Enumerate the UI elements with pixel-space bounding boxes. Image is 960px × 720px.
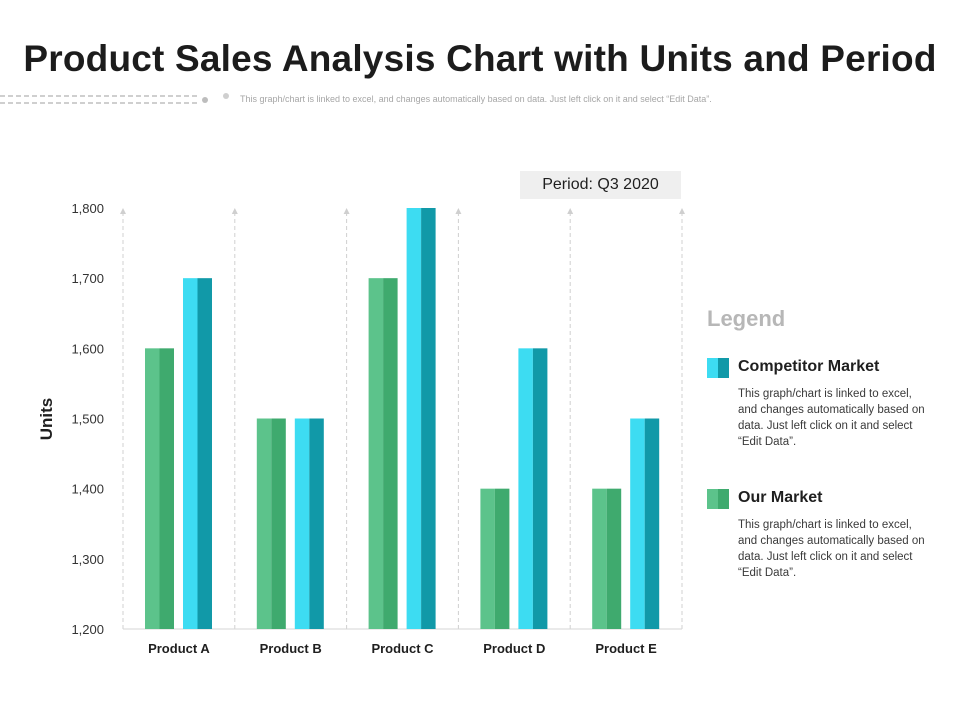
guide-arrow [679,208,685,214]
bar-our-market [256,418,272,629]
bar-our-market [145,348,160,629]
page-subtitle: This graph/chart is linked to excel, and… [240,94,712,104]
bar-shade [197,278,212,629]
bar-shade [494,488,510,629]
legend-description-our-market: This graph/chart is linked to excel, and… [738,519,925,579]
bar-shade [271,418,286,629]
x-tick-label: Product E [595,641,657,656]
bar-our-market [368,278,384,629]
bar-shade [383,278,398,629]
y-tick-label: 1,400 [71,482,104,497]
bar-shade [644,418,660,629]
legend-swatch-our-market [707,489,729,509]
guide-arrow [120,208,126,214]
x-tick-label: Product B [260,641,322,656]
y-tick-label: 1,800 [71,201,104,216]
guide-arrow [231,208,238,214]
bar-competitor-market [630,418,645,629]
bar-our-market [592,488,607,629]
bar-competitor-market [406,208,422,629]
decorative-dots [0,93,229,104]
legend-label-competitor: Competitor Market [738,358,880,375]
bar-competitor-market [518,348,533,629]
period-badge: Period: Q3 2020 [520,171,681,199]
bar-our-market [480,488,495,629]
bar-competitor-market [294,418,310,629]
y-tick-label: 1,700 [71,271,104,286]
bar-shade [532,348,548,629]
bar-shade [421,208,436,629]
bar-competitor-market [183,278,198,629]
x-tick-label: Product A [148,641,210,656]
y-tick-label: 1,600 [71,341,104,356]
x-tick-label: Product D [483,641,545,656]
guide-arrow [567,208,574,214]
y-axis-label: Units [37,398,56,441]
guide-arrow [343,208,350,214]
y-tick-label: 1,500 [71,412,104,427]
legend-title: Legend [707,306,786,331]
subtitle-row: This graph/chart is linked to excel, and… [0,90,960,110]
legend-label-our-market: Our Market [738,489,823,506]
legend-description-competitor: This graph/chart is linked to excel, and… [738,388,925,448]
page-title: Product Sales Analysis Chart with Units … [23,38,937,79]
legend-swatch-competitor [707,358,729,378]
x-tick-label: Product C [371,641,434,656]
bar-shade [309,418,324,629]
guide-arrow [455,208,462,214]
y-tick-label: 1,300 [71,552,104,567]
y-tick-label: 1,200 [71,622,104,637]
bar-shade [159,348,174,629]
bar-shade [606,488,622,629]
